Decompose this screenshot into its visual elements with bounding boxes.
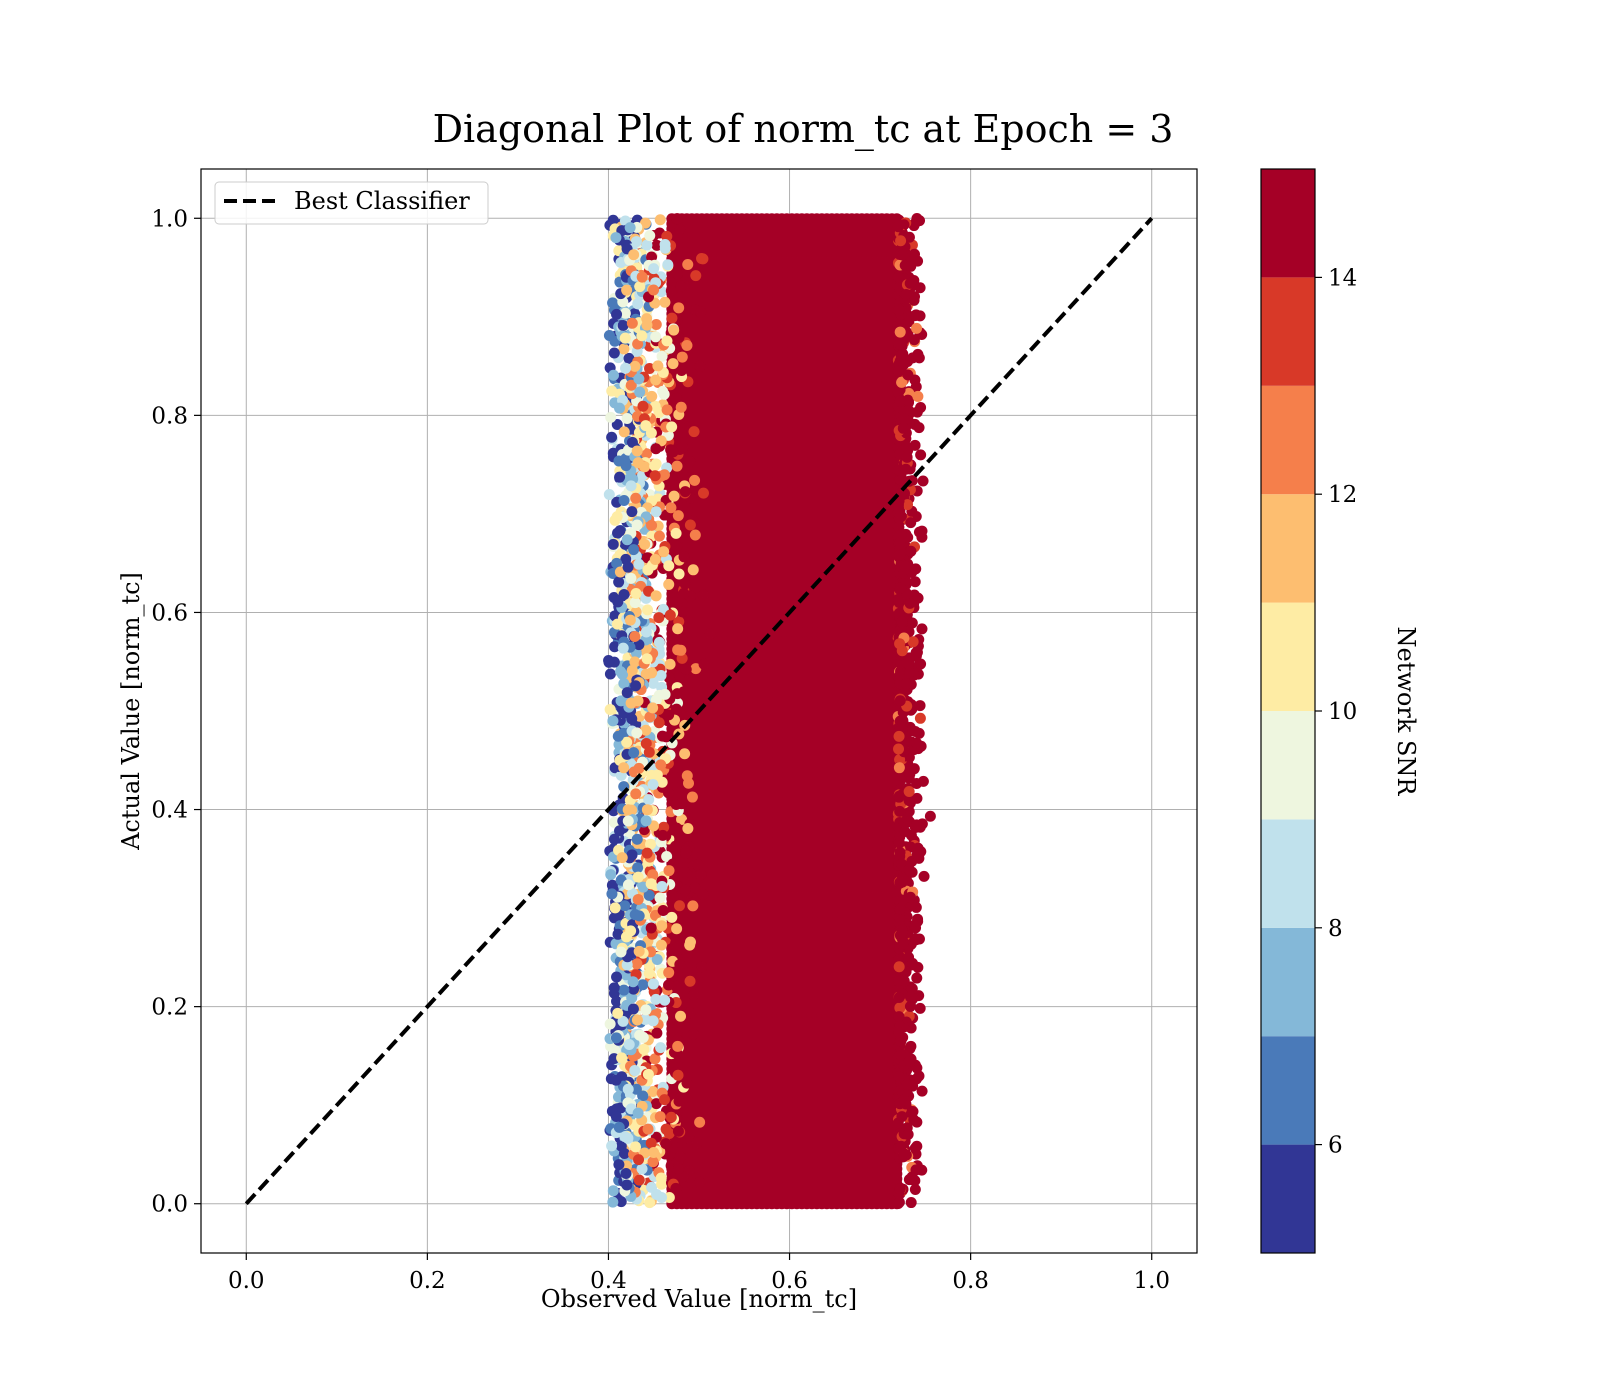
scatter-points (603, 212, 936, 1210)
chart-title: Diagonal Plot of norm_tc at Epoch = 3 (433, 107, 1174, 152)
